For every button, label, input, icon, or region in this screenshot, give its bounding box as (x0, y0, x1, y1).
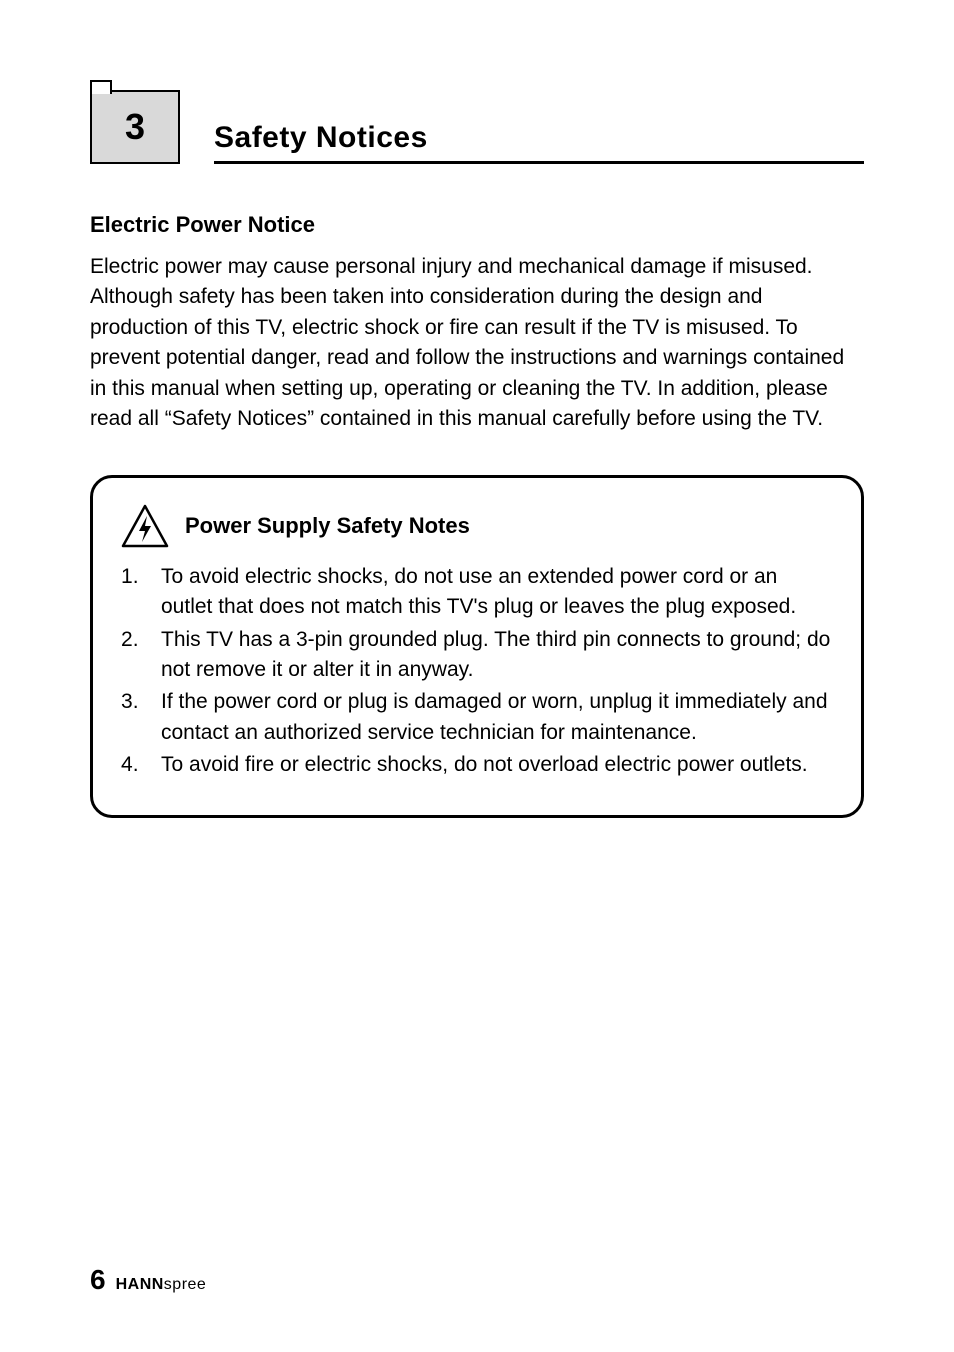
chapter-title: Safety Notices (214, 121, 864, 155)
chapter-number: 3 (125, 106, 145, 148)
lightning-triangle-icon (121, 504, 169, 548)
callout-header: Power Supply Safety Notes (121, 504, 833, 548)
brand-light: spree (164, 1276, 207, 1293)
footer: 6 HANNspree (90, 1264, 206, 1296)
section-body: Electric power may cause personal injury… (90, 252, 864, 435)
callout-box: Power Supply Safety Notes To avoid elect… (90, 475, 864, 818)
callout-title: Power Supply Safety Notes (185, 513, 470, 539)
chapter-title-wrap: Safety Notices (214, 121, 864, 164)
section-heading: Electric Power Notice (90, 212, 864, 238)
page-number: 6 (90, 1264, 106, 1296)
chapter-tab-decoration (90, 80, 112, 94)
list-item: To avoid fire or electric shocks, do not… (121, 750, 833, 780)
page: 3 Safety Notices Electric Power Notice E… (0, 0, 954, 1352)
callout-list: To avoid electric shocks, do not use an … (121, 562, 833, 781)
brand-logo: HANNspree (116, 1276, 207, 1294)
list-item: If the power cord or plug is damaged or … (121, 687, 833, 748)
list-item: To avoid electric shocks, do not use an … (121, 562, 833, 623)
chapter-number-box: 3 (90, 90, 180, 164)
list-item: This TV has a 3-pin grounded plug. The t… (121, 625, 833, 686)
brand-bold: HANN (116, 1276, 164, 1293)
chapter-header: 3 Safety Notices (90, 90, 864, 164)
